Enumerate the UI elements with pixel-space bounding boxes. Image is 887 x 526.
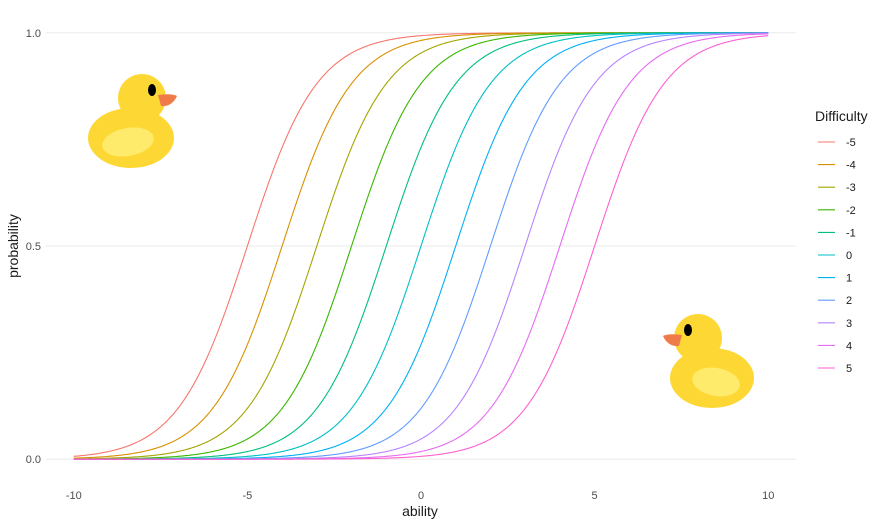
legend-label: -4	[846, 160, 856, 172]
legend-label: 5	[846, 363, 852, 375]
legend-label: 3	[846, 318, 852, 330]
legend-items: -5 -4 -3 -2 -1 0 1 2 3 4 5	[818, 137, 856, 375]
x-tick-label: 5	[592, 490, 598, 502]
x-tick-label: -10	[66, 490, 82, 502]
legend-label: 0	[846, 250, 852, 262]
legend-title: Difficulty	[815, 108, 868, 124]
x-axis-title: ability	[402, 503, 438, 519]
legend-label: 1	[846, 273, 852, 285]
duck-wing	[102, 127, 154, 157]
x-tick-label: -5	[242, 490, 252, 502]
duck-wing	[692, 367, 740, 397]
legend-label: -1	[846, 227, 856, 239]
duck-eye	[148, 84, 156, 96]
legend-label: -3	[846, 182, 856, 194]
series-lines	[73, 32, 769, 460]
duck-head	[674, 314, 722, 362]
y-tick-label: 1.0	[26, 28, 41, 40]
legend-label: -5	[846, 137, 856, 149]
x-tick-label: 0	[418, 490, 424, 502]
y-axis-ticks: 0.0 0.5 1.0	[26, 28, 41, 466]
duck-beak	[158, 94, 177, 107]
legend-label: 2	[846, 295, 852, 307]
duck-beak	[663, 334, 682, 347]
duck-head	[118, 74, 166, 122]
legend-label: 4	[846, 340, 852, 352]
rubber-duck-icon	[663, 314, 754, 408]
rubber-duck-icon	[88, 74, 177, 168]
y-axis-title: probability	[5, 214, 21, 278]
series-line	[73, 35, 769, 460]
legend: Difficulty -5 -4 -3 -2 -1 0 1 2 3 4 5	[815, 108, 868, 375]
y-tick-label: 0.5	[26, 241, 41, 253]
legend-label: -2	[846, 205, 856, 217]
y-tick-label: 0.0	[26, 454, 41, 466]
duck-eye	[684, 324, 692, 336]
x-tick-label: 10	[762, 490, 774, 502]
x-axis-ticks: -10 -5 0 5 10	[66, 490, 775, 502]
